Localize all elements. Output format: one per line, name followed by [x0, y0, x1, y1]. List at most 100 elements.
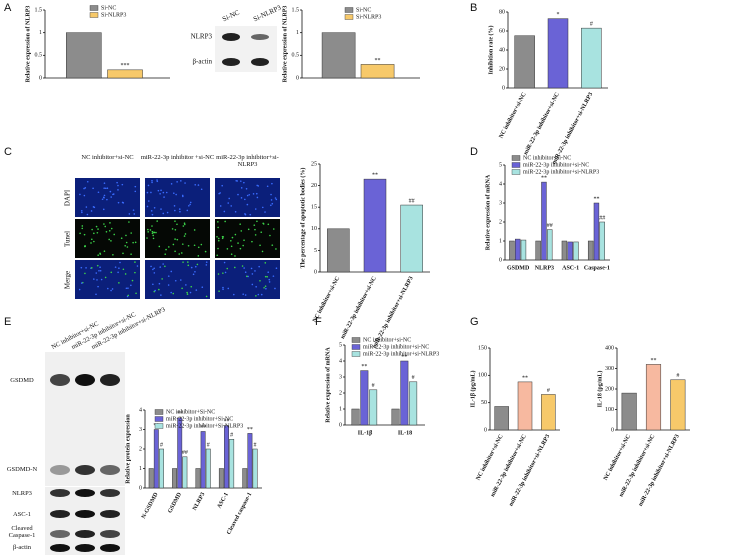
cell-dot — [217, 247, 219, 250]
cell-dot — [245, 187, 248, 190]
y-tick-label: 3 — [139, 427, 142, 433]
significance-label: ## — [409, 198, 415, 204]
cell-dot — [230, 245, 233, 248]
cell-dot — [243, 239, 245, 242]
legend-swatch — [344, 7, 354, 13]
cell-dot — [127, 294, 130, 297]
cell-dot — [183, 222, 186, 225]
y-tick-label: 0 — [139, 485, 142, 491]
cell-dot — [260, 293, 263, 296]
cell-dot — [108, 238, 110, 241]
blot-row-label: β-actin — [12, 544, 32, 551]
y-tick-label: 4 — [499, 181, 502, 187]
cell-dot — [92, 206, 95, 208]
cell-dot — [230, 253, 233, 256]
y-tick-label: 1 — [499, 238, 502, 244]
cell-dot — [160, 189, 162, 192]
cell-dot — [133, 213, 136, 215]
cell-dot — [117, 189, 119, 191]
image-column-label: miR-22-3p inhibitor+si-NLRP3 — [216, 154, 279, 168]
significance-label: ** — [375, 58, 381, 64]
cell-dot — [104, 225, 107, 228]
cell-dot — [91, 238, 93, 241]
y-axis-label: Relative expression of mRNA — [325, 347, 331, 423]
cell-dot — [264, 211, 266, 213]
y-tick-label: 400 — [605, 345, 614, 351]
cell-dot — [84, 245, 86, 247]
cell-dot — [95, 293, 97, 296]
blot-row-label: β-actin — [193, 58, 213, 66]
cell-dot — [160, 208, 162, 210]
cell-dot — [264, 285, 267, 288]
cell-dot — [103, 250, 106, 253]
cell-dot — [186, 293, 189, 295]
significance-label: # — [207, 442, 210, 448]
cell-dot — [240, 187, 243, 189]
significance-label: # — [372, 383, 375, 389]
cell-dot — [164, 265, 166, 268]
cell-dot — [272, 275, 275, 277]
bar — [391, 408, 400, 426]
cell-dot — [218, 192, 220, 195]
panel-label: B — [470, 2, 477, 14]
cell-dot — [255, 192, 258, 195]
legend-label: miR-22-3p inhibitor+Si-NC — [166, 416, 233, 422]
cell-dot — [200, 188, 203, 191]
cell-dot — [268, 281, 271, 283]
blot-row-label: Cleaved Caspase-1 — [8, 525, 36, 539]
significance-label: ## — [182, 450, 188, 456]
cell-dot — [186, 209, 189, 212]
y-tick-label: 2 — [139, 446, 142, 452]
cell-dot — [151, 230, 154, 233]
cell-dot — [275, 248, 277, 250]
image-row-label: Tunel — [64, 231, 72, 247]
cell-dot — [83, 233, 86, 236]
cell-dot — [175, 193, 177, 196]
blot-band — [50, 510, 70, 518]
cell-dot — [136, 265, 139, 267]
cell-dot — [134, 185, 137, 188]
bar — [547, 229, 553, 261]
cell-dot — [151, 232, 154, 235]
bar — [360, 370, 369, 426]
cell-dot — [239, 180, 242, 182]
legend-swatch — [511, 169, 521, 175]
cell-dot — [174, 220, 176, 222]
cell-dot — [219, 205, 222, 207]
cell-dot — [134, 271, 136, 274]
cell-dot — [237, 193, 239, 196]
bar — [587, 240, 594, 261]
cell-dot — [151, 179, 153, 182]
significance-label: ** — [541, 175, 547, 181]
cell-dot — [159, 192, 161, 195]
cell-dot — [267, 223, 270, 226]
cell-dot — [182, 261, 184, 263]
cell-dot — [216, 254, 219, 257]
cell-dot — [121, 183, 124, 186]
cell-dot — [236, 180, 238, 182]
cell-dot — [246, 194, 249, 197]
y-axis-label: Relative expression of NLRP3 — [25, 6, 31, 83]
cell-dot — [103, 194, 106, 197]
cell-dot — [234, 210, 237, 213]
y-tick-label: 1.5 — [292, 7, 300, 13]
cell-dot — [86, 180, 89, 183]
blot — [215, 26, 277, 72]
bar — [509, 240, 515, 261]
image-row-label: DAPI — [64, 189, 72, 206]
bar — [200, 431, 206, 489]
cell-dot — [165, 248, 167, 251]
cell-dot — [187, 244, 190, 247]
cell-dot — [251, 240, 253, 243]
blot-row-label: NLRP3 — [12, 490, 32, 497]
bar — [517, 381, 533, 431]
cell-dot — [103, 187, 105, 189]
bar — [327, 228, 350, 273]
cell-dot — [217, 226, 219, 229]
cell-dot — [110, 240, 112, 242]
cell-dot — [247, 228, 250, 231]
cell-dot — [117, 184, 119, 187]
cell-dot — [223, 210, 226, 213]
cell-dot — [120, 237, 123, 240]
cell-dot — [250, 267, 253, 270]
